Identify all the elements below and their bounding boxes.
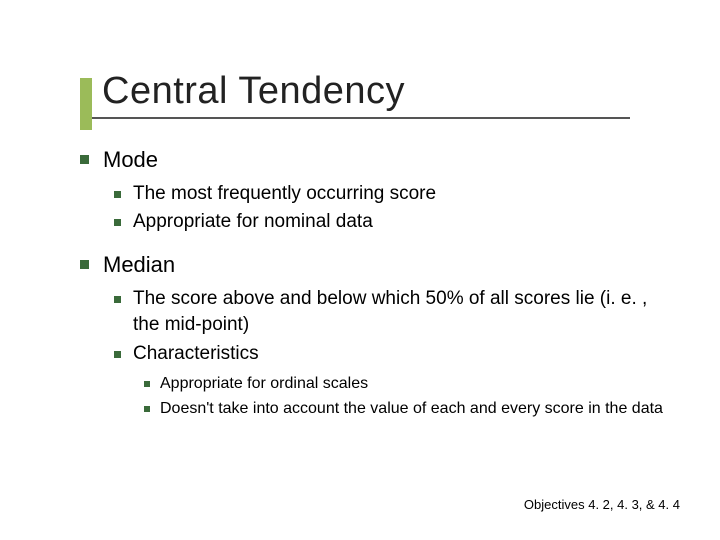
list-item: Appropriate for ordinal scales (144, 373, 670, 395)
slide: Central Tendency Mode The most frequentl… (0, 0, 720, 540)
accent-bar (80, 78, 92, 130)
square-bullet-icon (114, 191, 121, 198)
square-bullet-icon (114, 219, 121, 226)
footer-objectives: Objectives 4. 2, 4. 3, & 4. 4 (524, 497, 680, 512)
list-item-label: Doesn't take into account the value of e… (160, 398, 663, 420)
bullet-list: Mode The most frequently occurring score… (80, 145, 670, 420)
title-rule (80, 117, 630, 119)
square-bullet-icon (114, 351, 121, 358)
list-item: Doesn't take into account the value of e… (144, 398, 670, 420)
slide-title: Central Tendency (102, 70, 670, 113)
list-item-label: The score above and below which 50% of a… (133, 286, 670, 339)
list-item-label: Mode (103, 145, 158, 175)
square-bullet-icon (80, 155, 89, 164)
square-bullet-icon (80, 260, 89, 269)
list-item-label: Appropriate for ordinal scales (160, 373, 368, 395)
list-item-label: Appropriate for nominal data (133, 209, 373, 236)
list-item-label: Median (103, 250, 175, 280)
list-item: Appropriate for nominal data (114, 209, 670, 236)
list-item-label: Characteristics (133, 341, 259, 368)
square-bullet-icon (144, 381, 150, 387)
square-bullet-icon (114, 296, 121, 303)
list-item: The most frequently occurring score (114, 181, 670, 208)
list-item-label: The most frequently occurring score (133, 181, 436, 208)
list-item: Mode The most frequently occurring score… (80, 145, 670, 236)
list-item: Characteristics Appropriate for ordinal … (114, 341, 670, 420)
square-bullet-icon (144, 406, 150, 412)
list-item: The score above and below which 50% of a… (114, 286, 670, 339)
list-item: Median The score above and below which 5… (80, 250, 670, 420)
